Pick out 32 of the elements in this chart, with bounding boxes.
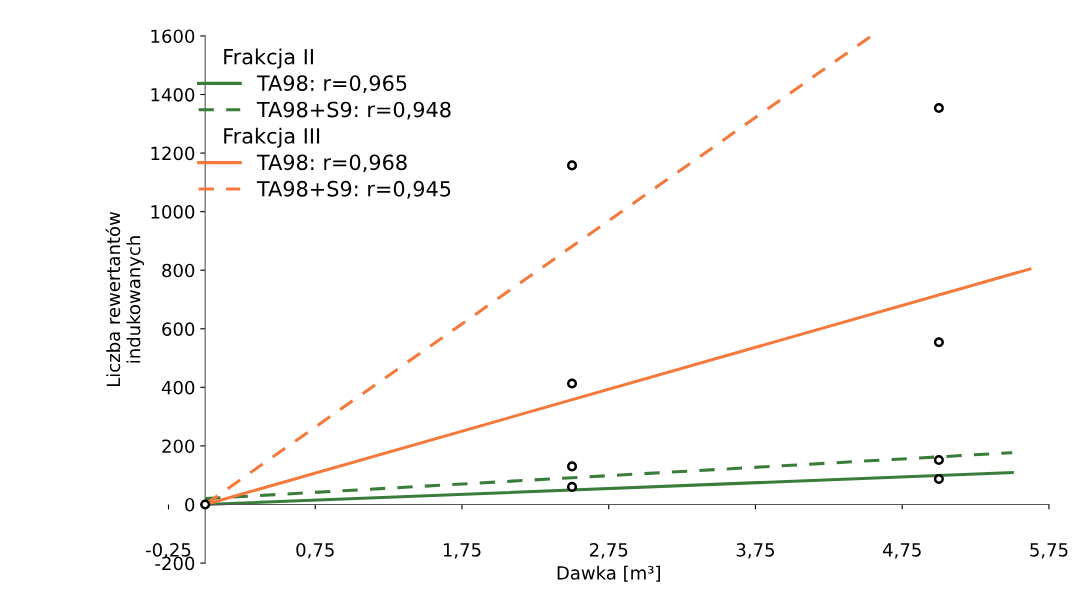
annotation: Frakcja II <box>224 48 313 69</box>
x-tick-label: 5,75 <box>1030 543 1068 559</box>
x-tick-label: 4,75 <box>882 543 921 559</box>
legend-label: TA98: r=0,965 <box>256 75 407 94</box>
legend-label: TA98: r=0,968 <box>256 154 407 173</box>
x-tick-label: 2,75 <box>589 543 628 559</box>
point <box>566 378 578 389</box>
point <box>200 499 211 510</box>
point <box>933 337 944 348</box>
point <box>566 481 578 492</box>
x-tick-label: 1,75 <box>443 543 481 559</box>
y-tick-label: 1400 <box>151 87 195 102</box>
point <box>566 160 578 171</box>
y-tick-label: 800 <box>162 263 195 278</box>
y-tick-label: 1600 <box>151 29 195 44</box>
y-tick-label: 1200 <box>151 146 195 161</box>
y-axis-title: Liczba rewertantów indukowanych <box>105 211 144 387</box>
point <box>566 461 578 472</box>
legend-label: TA98+S9: r=0,948 <box>256 101 451 120</box>
y-tick-label: 600 <box>162 322 195 336</box>
y-tick-label: 200 <box>162 439 195 454</box>
annotation: Frakcja III <box>224 127 320 148</box>
x-axis-title: Dawka [m³] <box>557 565 660 582</box>
y-tick-label: 400 <box>161 380 195 395</box>
point <box>933 454 944 466</box>
point <box>933 473 944 485</box>
x-tick-label: 0,75 <box>296 543 334 559</box>
point <box>933 102 944 114</box>
x-tick-label: 3,75 <box>736 543 774 559</box>
legend-label: TA98+S9: r=0,945 <box>256 180 451 199</box>
y-tick-label: 1000 <box>151 205 195 219</box>
y-tick-label: 0 <box>185 497 195 512</box>
